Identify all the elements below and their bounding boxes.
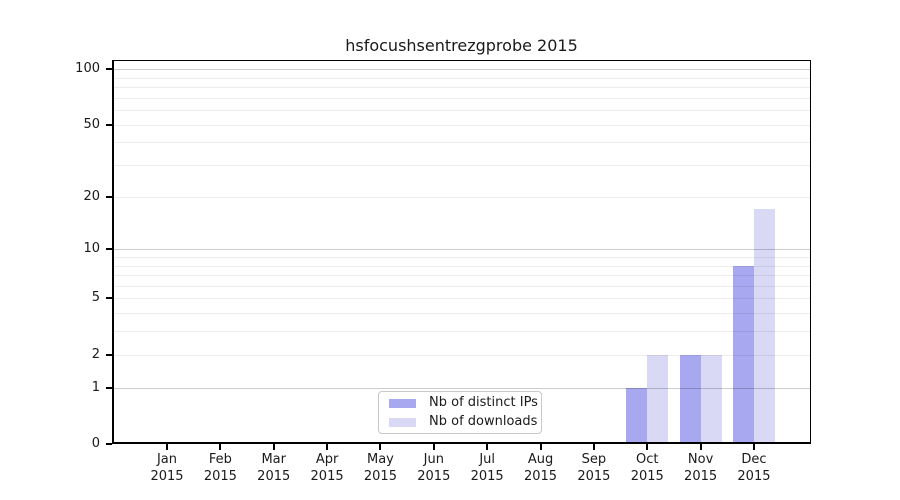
x-tick-mark	[752, 444, 755, 450]
bar-downloads	[647, 354, 669, 442]
x-tick-mark	[486, 444, 489, 450]
y-tick-mark	[106, 443, 112, 445]
x-tick-label: Mar 2015	[234, 451, 314, 485]
y-tick-mark	[106, 195, 112, 198]
x-tick-label: Aug 2015	[501, 451, 581, 485]
y-tick-label: 5	[91, 290, 100, 306]
x-tick-month: Feb	[208, 452, 232, 467]
x-tick-mark	[432, 444, 435, 450]
x-tick-mark	[326, 444, 329, 450]
x-tick-month: Jul	[479, 452, 495, 467]
y-tick-mark	[106, 386, 112, 389]
x-tick-label: Jan 2015	[127, 451, 207, 485]
x-tick-year: 2015	[684, 469, 718, 484]
x-tick-month: Oct	[635, 452, 659, 467]
x-tick-mark	[592, 444, 595, 450]
y-tick-label: 50	[83, 116, 100, 132]
y-tick-mark	[106, 248, 112, 251]
x-tick-year: 2015	[470, 469, 504, 484]
x-tick-year: 2015	[363, 469, 397, 484]
x-tick-label: Sep 2015	[554, 451, 634, 485]
bar-distinct-ips	[732, 265, 754, 442]
x-tick-year: 2015	[203, 469, 237, 484]
x-tick-label: Feb 2015	[180, 451, 260, 485]
x-tick-label: Nov 2015	[661, 451, 741, 485]
legend-label-distinct-ips: Nb of distinct IPs	[429, 395, 538, 410]
x-tick-year: 2015	[630, 469, 664, 484]
x-tick-label: Jun 2015	[394, 451, 474, 485]
x-tick-month: Nov	[687, 452, 714, 467]
bar-downloads	[700, 354, 722, 442]
x-tick-mark	[379, 444, 382, 450]
y-tick-label: 0	[91, 436, 100, 451]
legend-swatch-distinct-ips	[389, 398, 416, 408]
x-tick-year: 2015	[310, 469, 344, 484]
bar-distinct-ips	[679, 354, 701, 442]
x-tick-month: Dec	[741, 452, 767, 467]
x-tick-year: 2015	[523, 469, 558, 484]
x-tick-label: Dec 2015	[714, 451, 794, 485]
chart-title: hsfocushsentrezgprobe 2015	[345, 36, 578, 55]
x-tick-label: Jul 2015	[447, 451, 527, 485]
y-tick-label: 20	[83, 188, 100, 204]
y-tick-label: 10	[83, 241, 100, 257]
y-tick-label: 2	[91, 346, 100, 362]
x-tick-month: May	[366, 452, 394, 467]
x-tick-mark	[646, 444, 649, 450]
x-tick-month: Mar	[261, 452, 286, 467]
x-tick-month: Aug	[527, 452, 554, 467]
x-tick-label: Oct 2015	[607, 451, 687, 485]
x-tick-mark	[272, 444, 275, 450]
x-tick-label: Apr 2015	[287, 451, 367, 485]
y-tick-mark	[106, 123, 112, 126]
x-tick-mark	[166, 444, 168, 450]
x-tick-year: 2015	[150, 469, 184, 484]
x-tick-month: Jun	[423, 452, 444, 467]
legend-item-downloads: Nb of downloads	[389, 415, 541, 429]
legend-label-downloads: Nb of downloads	[429, 414, 538, 429]
x-tick-month: Apr	[315, 452, 339, 467]
x-tick-year: 2015	[417, 469, 451, 484]
bar-distinct-ips	[626, 387, 648, 442]
y-tick-mark	[106, 353, 112, 356]
x-tick-year: 2015	[737, 469, 771, 484]
x-tick-mark	[539, 444, 542, 450]
x-tick-month: Sep	[581, 452, 607, 467]
x-tick-mark	[219, 444, 222, 450]
x-tick-year: 2015	[257, 469, 291, 484]
x-tick-label: May 2015	[340, 451, 420, 485]
bar-downloads	[753, 209, 775, 442]
x-tick-month: Jan	[156, 452, 178, 467]
y-tick-mark	[106, 68, 112, 71]
y-tick-label: 100	[75, 61, 100, 77]
plot-area	[112, 60, 811, 444]
x-tick-year: 2015	[577, 469, 611, 484]
legend-item-distinct-ips: Nb of distinct IPs	[389, 396, 541, 410]
x-tick-mark	[699, 444, 702, 450]
y-tick-mark	[106, 297, 112, 300]
legend-swatch-downloads	[389, 417, 416, 427]
bars-layer	[114, 61, 810, 442]
y-tick-label: 1	[91, 379, 100, 395]
legend: Nb of distinct IPs Nb of downloads	[378, 391, 542, 434]
